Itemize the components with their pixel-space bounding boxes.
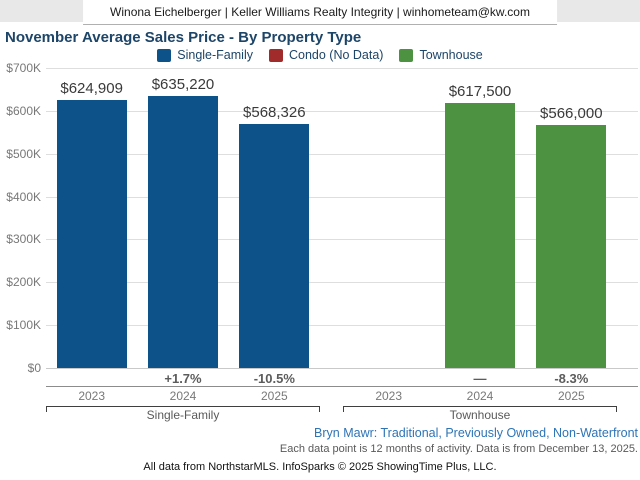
- pct-change-row-townhouse: — -8.3%: [343, 371, 617, 386]
- group-bracket-townhouse: Townhouse: [343, 406, 617, 422]
- year-row-townhouse: 2023 2024 2025: [343, 389, 617, 403]
- axis-divider-line: [46, 386, 638, 387]
- pct-change-label: [46, 371, 137, 386]
- gridline: [46, 196, 638, 198]
- gridline: [46, 325, 638, 327]
- gridline: [46, 368, 638, 369]
- group-bracket-single-family: Single-Family: [46, 406, 320, 422]
- year-tick-label: 2024: [169, 389, 197, 403]
- agent-info: Winona Eichelberger | Keller Williams Re…: [83, 0, 557, 25]
- x-axis-area: +1.7% -10.5% 2023 2024 2025 Single-Family — -8.…: [46, 368, 638, 438]
- condo-swatch-icon: [268, 48, 283, 62]
- bar-single-family-2025[interactable]: [239, 124, 310, 368]
- gridline: [46, 282, 638, 284]
- gridline: [46, 110, 638, 112]
- townhouse-swatch-icon: [399, 48, 414, 62]
- legend-item-single-family[interactable]: Single-Family: [157, 48, 253, 62]
- agent-header-bar: Winona Eichelberger | Keller Williams Re…: [0, 0, 640, 25]
- bar-townhouse-2024[interactable]: [444, 103, 515, 368]
- pct-change-label: [343, 371, 434, 386]
- year-tick-label: 2025: [557, 389, 585, 403]
- bar-slot: [343, 68, 434, 368]
- y-tick-label: $500K: [6, 146, 41, 161]
- pct-change-label: —: [473, 371, 487, 386]
- attribution-text: All data from NorthstarMLS. InfoSparks ©…: [143, 461, 497, 473]
- bar-value-label: $624,909: [60, 80, 123, 98]
- bar-slot: $617,500: [434, 68, 525, 368]
- legend-label: Single-Family: [177, 48, 253, 62]
- pct-change-label: -8.3%: [554, 371, 589, 386]
- year-tick-label: 2023: [78, 389, 106, 403]
- bar-value-label: $617,500: [448, 83, 512, 101]
- legend-item-condo[interactable]: Condo (No Data): [268, 48, 384, 62]
- bar-slot: $566,000: [526, 68, 617, 368]
- y-tick-label: $100K: [6, 318, 41, 333]
- year-row-single-family: 2023 2024 2025: [46, 389, 320, 403]
- legend-label: Townhouse: [419, 48, 483, 62]
- bar-group-townhouse: $617,500 $566,000: [343, 68, 617, 368]
- bar-single-family-2023[interactable]: [56, 100, 127, 368]
- pct-change-label: +1.7%: [164, 371, 202, 386]
- y-tick-label: $0: [27, 361, 41, 375]
- y-tick-label: $600K: [6, 103, 41, 118]
- bar-slot: $624,909: [46, 68, 137, 368]
- bar-slot: $635,220: [137, 68, 228, 368]
- bar-single-family-2024[interactable]: [147, 95, 218, 368]
- single-family-swatch-icon: [157, 48, 172, 62]
- group-label: Single-Family: [146, 408, 220, 422]
- bar-group-single-family: $624,909 $635,220 $568,326: [46, 68, 320, 368]
- bar-townhouse-2025[interactable]: [536, 125, 607, 368]
- legend-item-townhouse[interactable]: Townhouse: [399, 48, 483, 62]
- y-tick-label: $400K: [6, 189, 41, 204]
- year-tick-label: 2023: [375, 389, 403, 403]
- gridline: [46, 68, 638, 69]
- year-tick-label: 2024: [466, 389, 494, 403]
- pct-change-row-single-family: +1.7% -10.5%: [46, 371, 320, 386]
- pct-change-label: -10.5%: [253, 371, 295, 386]
- gridline: [46, 239, 638, 241]
- y-tick-label: $300K: [6, 232, 41, 247]
- data-note-text: Each data point is 12 months of activity…: [279, 443, 638, 455]
- legend-label: Condo (No Data): [288, 48, 384, 62]
- bar-value-label: $566,000: [540, 105, 603, 123]
- search-filters-text[interactable]: Bryn Mawr: Traditional, Previously Owned…: [314, 426, 638, 440]
- plot-area: $624,909 $635,220 $568,326 $617,500 $566,000: [46, 68, 638, 369]
- y-axis: $700K $600K $500K $400K $300K $200K $100K $0: [0, 61, 41, 375]
- y-tick-label: $200K: [6, 275, 41, 290]
- group-label: Townhouse: [449, 408, 511, 422]
- page-title: November Average Sales Price - By Proper…: [5, 29, 362, 46]
- gridline: [46, 153, 638, 155]
- chart-legend: Single-Family Condo (No Data) Townhouse: [0, 48, 640, 62]
- bar-value-label: $568,326: [243, 104, 306, 122]
- y-tick-label: $700K: [6, 61, 41, 75]
- bar-value-label: $635,220: [151, 75, 215, 93]
- bar-slot: $568,326: [229, 68, 320, 368]
- year-tick-label: 2025: [260, 389, 288, 403]
